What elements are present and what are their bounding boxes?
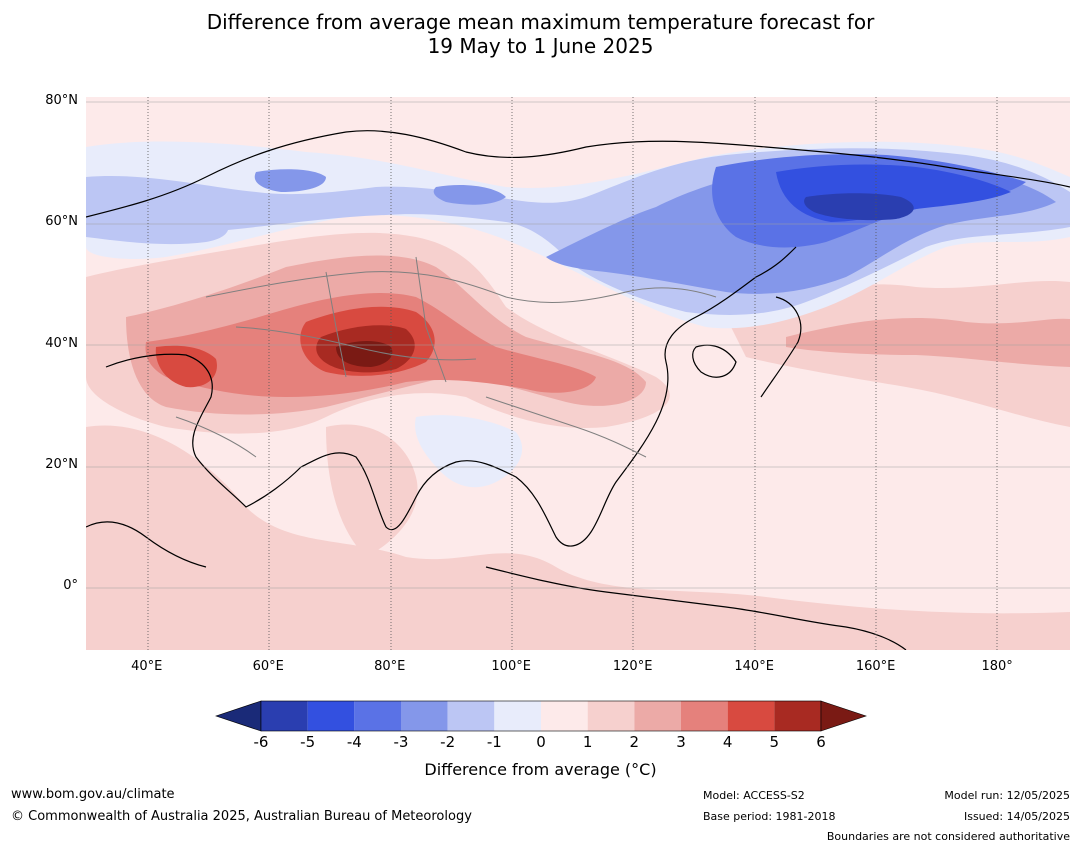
longitude-gridlines (147, 97, 998, 650)
anomaly-cool-minus6-minus5-siberia (804, 193, 914, 221)
anomaly-warm-over-6-central-asia (336, 341, 393, 367)
longitude-label: 120°E (612, 659, 653, 674)
longitude-label: 140°E (734, 659, 774, 674)
longitude-label: 180° (981, 659, 1013, 674)
colorbar-tick-label: -1 (486, 733, 502, 751)
title-line-2: 19 May to 1 June 2025 (427, 34, 654, 58)
colorbar-segment (354, 701, 401, 731)
footer-base-period: Base period: 1981-2018 (703, 810, 836, 823)
longitude-label: 160°E (855, 659, 896, 674)
colorbar-tick-label: 5 (769, 733, 780, 751)
colorbar-tick-label: 0 (536, 733, 546, 751)
colorbar-segment (447, 701, 495, 731)
colorbar-tick-label: -6 (253, 733, 269, 751)
latitude-label: 0° (63, 578, 78, 594)
colorbar-ticks: -6 -5 -4 -3 -2 -1 0 1 2 3 4 5 6 (0, 733, 1081, 753)
colorbar-segment (541, 701, 588, 731)
coastlines (86, 130, 1070, 650)
map-title: Difference from average mean maximum tem… (0, 10, 1081, 58)
colorbar-segment (634, 701, 681, 731)
colorbar (215, 700, 867, 732)
footer-issued: Issued: 14/05/2025 (963, 810, 1070, 823)
colorbar-tick-label: -4 (346, 733, 362, 751)
colorbar-segment (307, 701, 355, 731)
footer-boundaries: Boundaries are not considered authoritat… (826, 830, 1070, 843)
colorbar-tick-label: 3 (676, 733, 686, 751)
anomaly-warm-1-2-tropics (86, 425, 1070, 650)
colorbar-extend-high (820, 700, 867, 732)
footer-copyright: © Commonwealth of Australia 2025, Austra… (11, 809, 472, 824)
colorbar-tick-label: -5 (300, 733, 316, 751)
title-line-1: Difference from average mean maximum tem… (206, 10, 875, 34)
footer-model-run: Model run: 12/05/2025 (944, 789, 1070, 802)
longitude-label: 40°E (131, 659, 163, 674)
latitude-label: 80°N (45, 93, 78, 108)
colorbar-tick-label: 4 (722, 733, 733, 751)
latitude-label: 20°N (45, 456, 78, 472)
forecast-map (86, 97, 1070, 650)
latitude-label: 60°N (45, 214, 78, 230)
latitude-label: 40°N (45, 335, 78, 351)
anomaly-cool-minus3-minus2-west (254, 169, 506, 205)
colorbar-segment (774, 701, 821, 731)
anomaly-cool-minus2-minus1-west (86, 190, 229, 245)
colorbar-tick-label: 6 (816, 733, 826, 751)
longitude-label: 100°E (491, 659, 531, 674)
colorbar-tick-label: -3 (393, 733, 409, 751)
latitude-gridlines (86, 101, 1070, 589)
colorbar-tick-label: 2 (629, 733, 640, 751)
colorbar-label: Difference from average (°C) (424, 760, 657, 779)
footer-model: Model: ACCESS-S2 (703, 789, 805, 802)
footer-website: www.bom.gov.au/climate (11, 787, 175, 802)
anomaly-warm-2-3-pacific (786, 317, 1070, 367)
country-boundaries (175, 256, 717, 458)
colorbar-segment (727, 701, 775, 731)
longitude-label: 80°E (374, 659, 406, 674)
colorbar-segment (261, 701, 308, 731)
colorbar-tick-label: -2 (440, 733, 456, 751)
colorbar-tick-label: 1 (582, 733, 593, 751)
colorbar-segment (587, 701, 635, 731)
colorbar-segment (494, 701, 541, 731)
colorbar-segment (401, 701, 448, 731)
longitude-label: 60°E (252, 659, 284, 674)
colorbar-segment (681, 701, 728, 731)
colorbar-extend-low (215, 700, 262, 732)
